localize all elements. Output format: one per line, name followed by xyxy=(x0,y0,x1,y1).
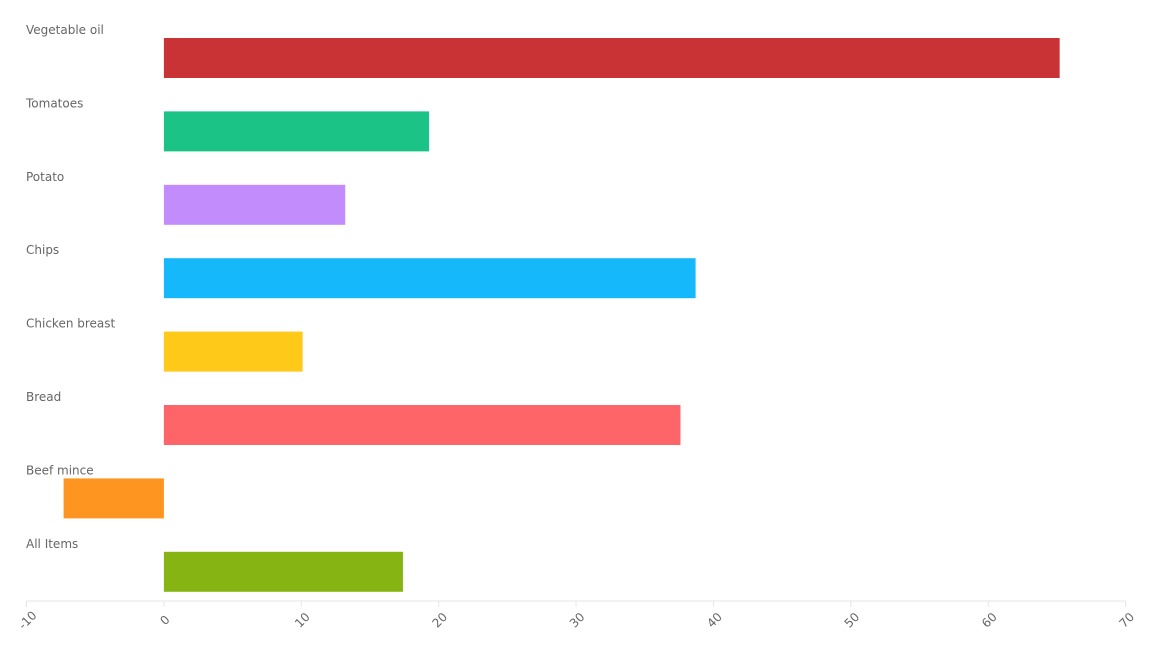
category-label: Beef mince xyxy=(26,463,94,477)
x-tick-label: -10 xyxy=(16,608,40,632)
bar-bread xyxy=(163,405,681,445)
bar-chicken-breast xyxy=(163,331,303,372)
bar-all-items xyxy=(163,551,403,592)
category-label: Vegetable oil xyxy=(26,23,104,37)
category-label: Bread xyxy=(26,390,61,404)
x-tick-label: 70 xyxy=(1116,610,1137,631)
x-tick-label: 10 xyxy=(292,610,313,631)
bar-chips xyxy=(163,258,696,299)
x-tick-label: 40 xyxy=(704,610,725,631)
x-tick-label: 50 xyxy=(842,610,863,631)
category-label: Chicken breast xyxy=(26,317,116,331)
category-label: All Items xyxy=(26,537,78,551)
category-label: Chips xyxy=(26,243,59,257)
x-tick-label: 0 xyxy=(157,613,172,628)
category-label: Potato xyxy=(26,170,64,184)
x-tick-label: 60 xyxy=(979,610,1000,631)
x-tick-label: 30 xyxy=(567,610,588,631)
bar-vegetable-oil xyxy=(163,38,1060,78)
bar-beef-mince xyxy=(63,478,164,519)
bar-potato xyxy=(163,184,346,225)
category-label: Tomatoes xyxy=(25,96,83,110)
x-tick-label: 20 xyxy=(429,610,450,631)
bar-tomatoes xyxy=(163,111,430,152)
